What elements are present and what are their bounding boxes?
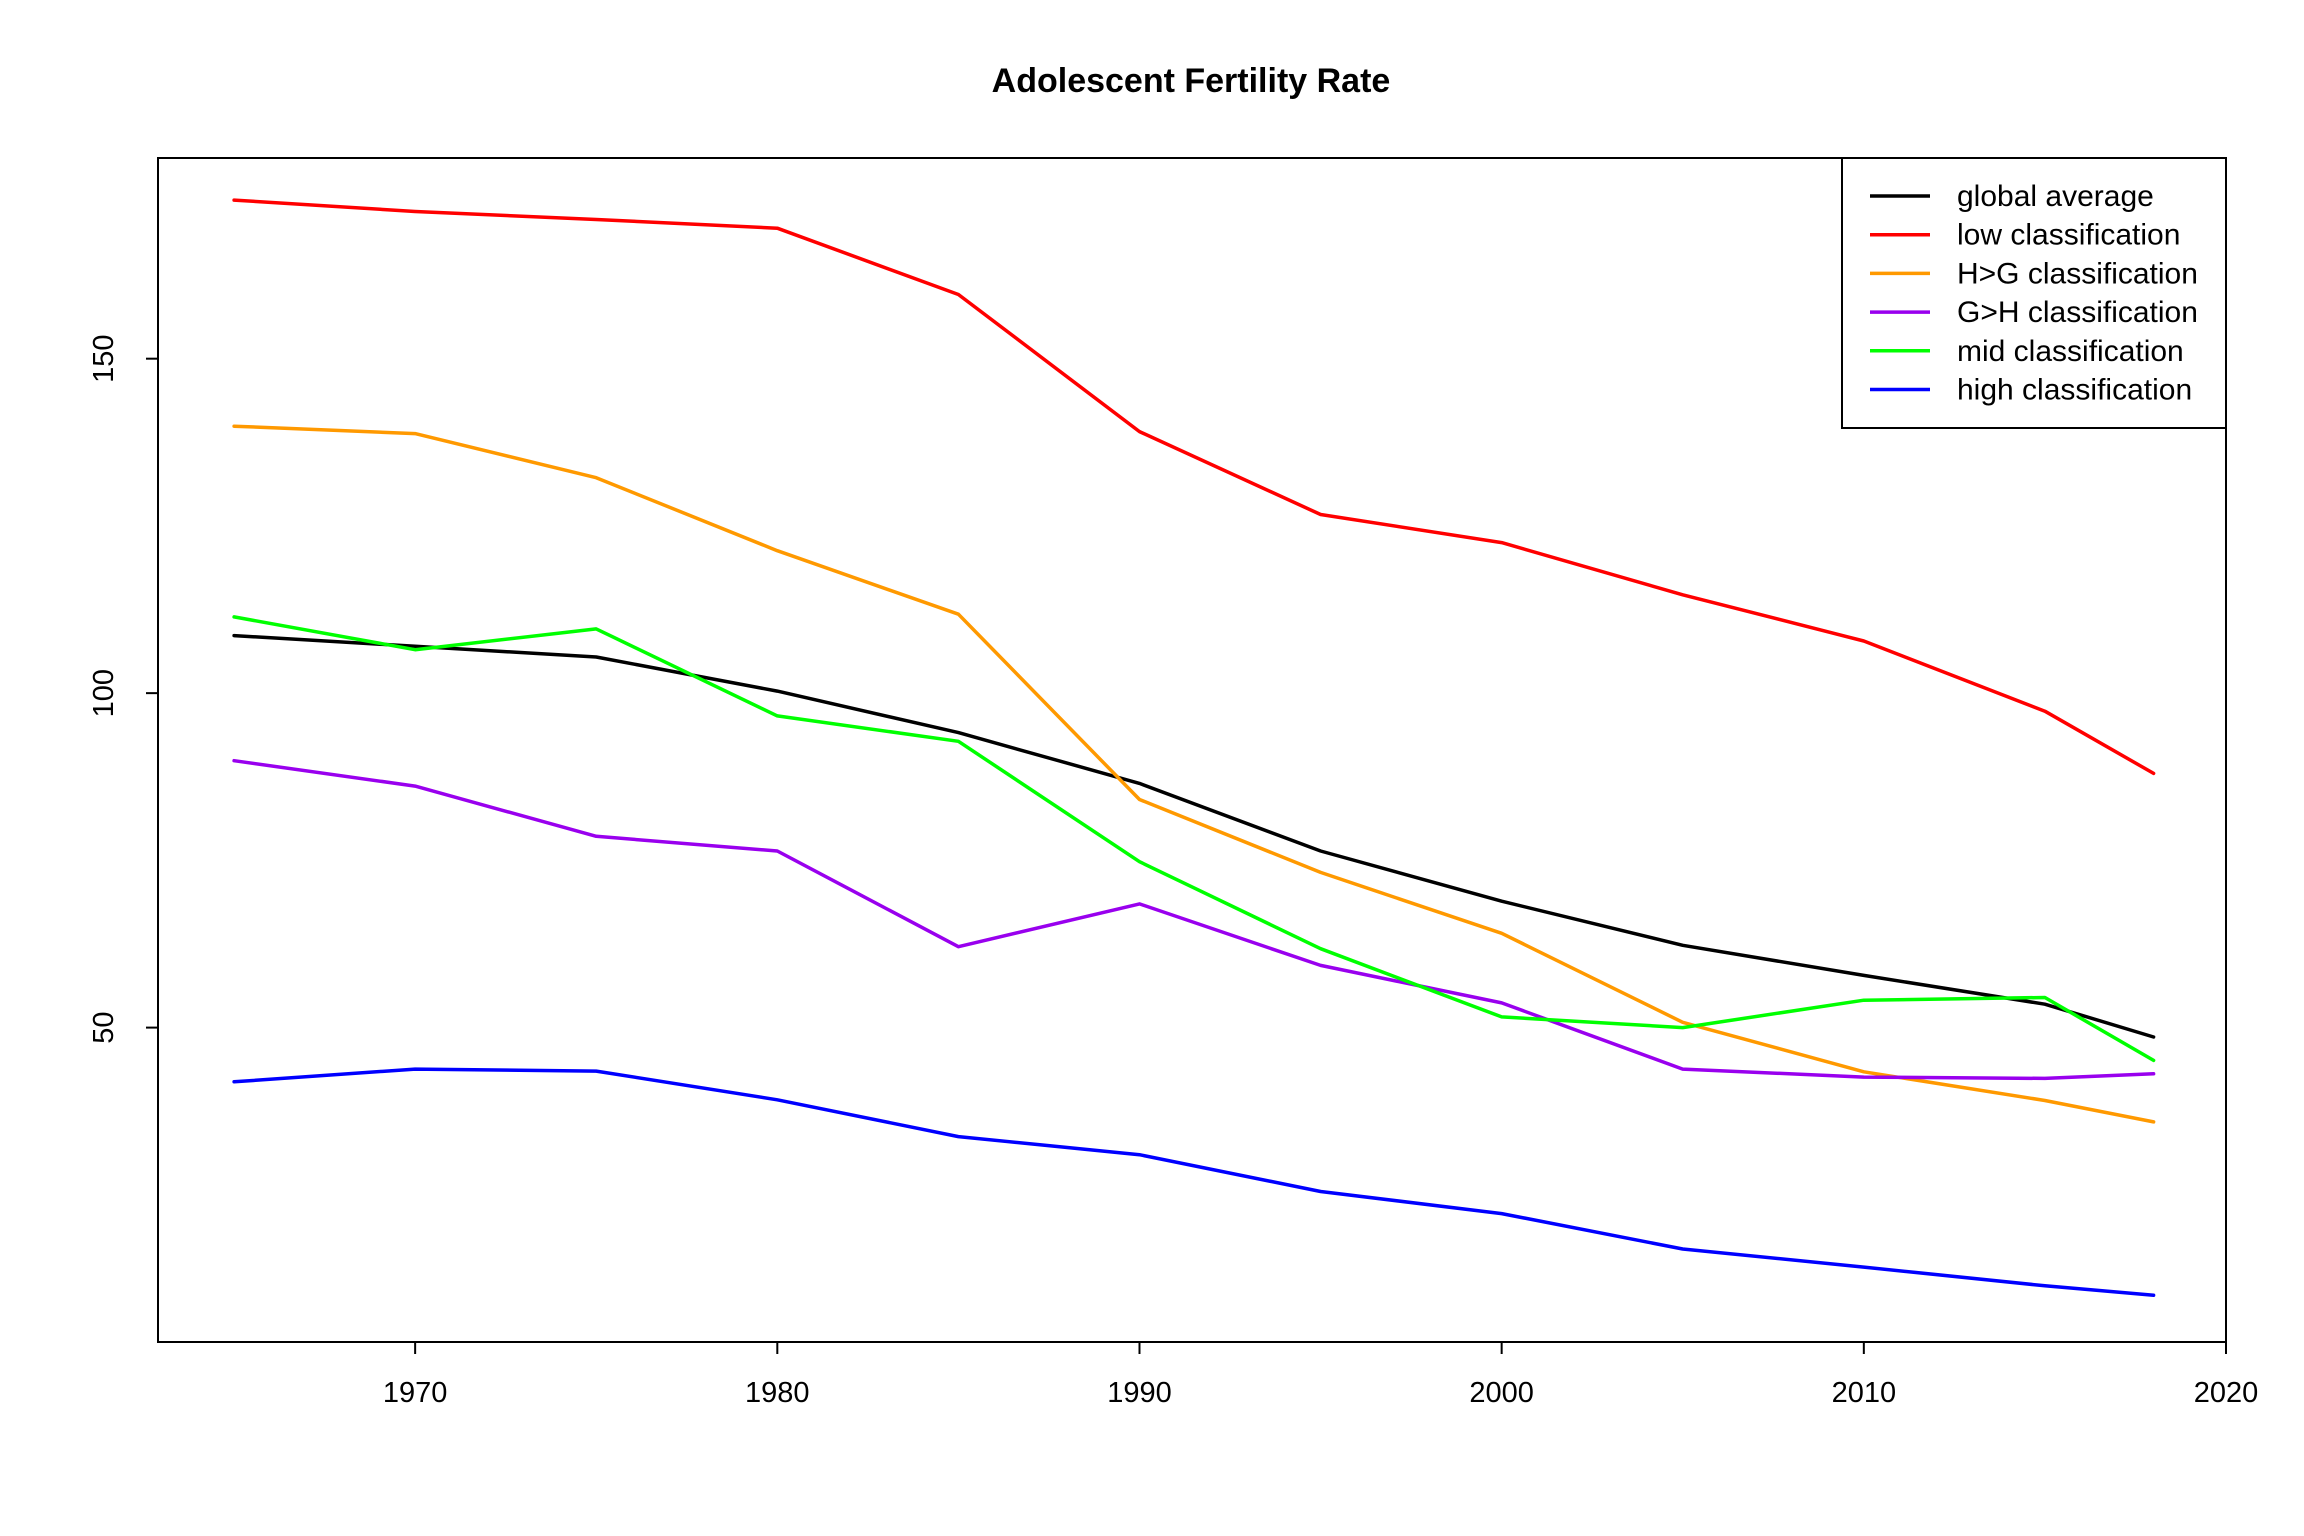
y-tick-label: 50 (88, 1011, 120, 1043)
legend: global average low classification H>G clas… (1841, 157, 2227, 429)
legend-label: low classification (1957, 219, 2180, 252)
y-axis: 50 100 150 (88, 334, 159, 1044)
legend-label: mid classification (1957, 335, 2184, 368)
series-line-1 (232, 198, 2156, 776)
y-tick-label: 150 (88, 334, 120, 382)
x-tick-label: 1970 (383, 1377, 448, 1409)
x-tick-label: 2020 (2194, 1377, 2259, 1409)
y-tick-label: 100 (88, 669, 120, 717)
x-tick-label: 1980 (745, 1377, 810, 1409)
x-tick-label: 2010 (1832, 1377, 1897, 1409)
series-line-4 (232, 615, 2156, 1063)
chart-title: Adolescent Fertility Rate (992, 62, 1391, 100)
x-axis: 1970 1980 1990 2000 2010 2020 (383, 1341, 2259, 1409)
series-line-3 (232, 758, 2156, 1081)
legend-label: H>G classification (1957, 257, 2198, 290)
x-tick-label: 1990 (1107, 1377, 1172, 1409)
legend-label: G>H classification (1957, 296, 2198, 329)
series-line-5 (232, 1067, 2156, 1297)
series-line-0 (232, 633, 2156, 1039)
legend-box (1841, 157, 2227, 429)
x-tick-label: 2000 (1469, 1377, 1534, 1409)
legend-label: global average (1957, 180, 2154, 213)
legend-label: high classification (1957, 374, 2192, 407)
series-lines (232, 198, 2156, 1297)
